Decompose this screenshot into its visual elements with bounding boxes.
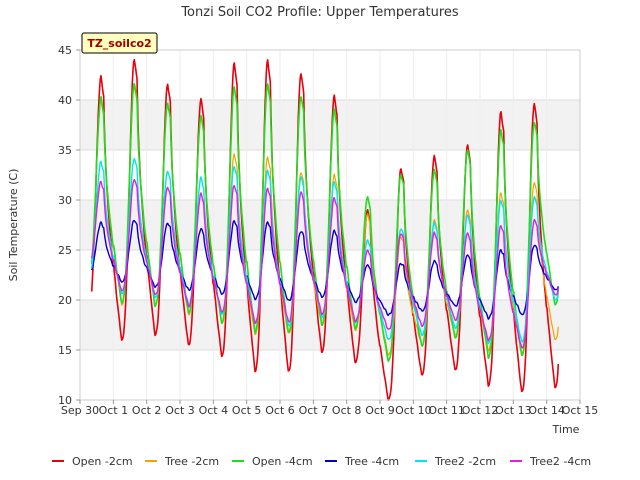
- y-tick-label: 45: [58, 44, 72, 57]
- x-tick-label: Sep 30: [61, 404, 99, 417]
- legend-label: Open -4cm: [252, 455, 313, 468]
- site-badge: TZ_soilco2: [81, 32, 158, 54]
- y-tick-label: 25: [58, 244, 72, 257]
- y-tick-label: 15: [58, 344, 72, 357]
- x-axis-label: Time: [552, 423, 580, 436]
- site-badge-label: TZ_soilco2: [87, 37, 151, 50]
- series-line: [91, 178, 559, 349]
- x-tick-label: Oct 9: [365, 404, 395, 417]
- x-tick-label: Oct 1: [99, 404, 129, 417]
- series-lines: [90, 58, 560, 402]
- x-tick-label: Oct 7: [299, 404, 329, 417]
- legend-label: Tree -4cm: [344, 455, 399, 468]
- legend: Open -2cm Tree -2cm Open -4cm Tree -4cm Tree…: [52, 455, 591, 468]
- grid-band: [80, 100, 580, 150]
- plot-frame: [79, 49, 581, 401]
- x-tick-label: Oct 14: [528, 404, 565, 417]
- x-tick-label: Oct 12: [462, 404, 499, 417]
- grid-band: [80, 300, 580, 350]
- series-line: [91, 219, 559, 320]
- x-tick-label: Oct 5: [232, 404, 262, 417]
- y-axis-ticks: 10 15 20 25 30 35 40 45: [58, 44, 80, 407]
- x-tick-label: Oct 3: [165, 404, 195, 417]
- x-tick-label: Oct 8: [332, 404, 362, 417]
- legend-label: Tree2 -2cm: [434, 455, 496, 468]
- x-tick-label: Oct 13: [495, 404, 532, 417]
- x-tick-label: Oct 11: [428, 404, 465, 417]
- series-line: [90, 58, 560, 402]
- y-tick-label: 20: [58, 294, 72, 307]
- x-tick-label: Oct 2: [132, 404, 162, 417]
- legend-label: Tree2 -4cm: [529, 455, 591, 468]
- y-tick-label: 40: [58, 94, 72, 107]
- legend-label: Tree -2cm: [164, 455, 219, 468]
- y-tick-label: 10: [58, 394, 72, 407]
- y-axis-label: Soil Temperature (C): [7, 169, 20, 282]
- x-tick-label: Oct 4: [199, 404, 229, 417]
- x-axis-ticks: Sep 30 Oct 1 Oct 2 Oct 3 Oct 4 Oct 5 Oct 6 Oct …: [61, 400, 598, 417]
- y-tick-label: 35: [58, 144, 72, 157]
- y-tick-label: 30: [58, 194, 72, 207]
- x-tick-label: Oct 10: [395, 404, 432, 417]
- x-tick-label: Oct 6: [265, 404, 295, 417]
- x-tick-label: Oct 15: [562, 404, 599, 417]
- legend-label: Open -2cm: [72, 455, 133, 468]
- chart-title: Tonzi Soil CO2 Profile: Upper Temperatur…: [180, 5, 459, 20]
